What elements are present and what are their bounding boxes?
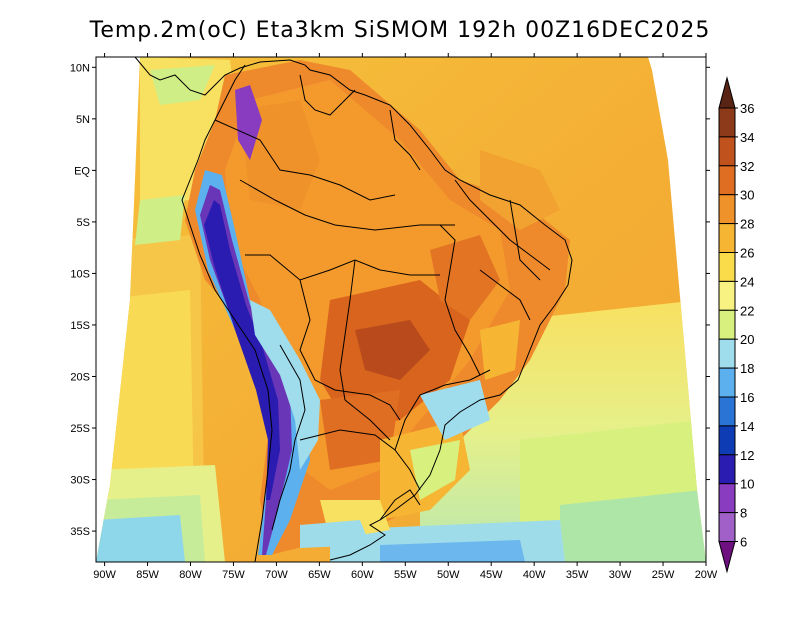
colorbar-label: 10: [740, 477, 754, 492]
colorbar-label: 18: [740, 361, 754, 376]
latitude-axis: 10N 5N EQ 5S 10S 15S 20S 25S 30S 35S: [70, 62, 710, 538]
colorbar-label: 12: [740, 448, 754, 463]
lon-tick-label: 55W: [394, 569, 417, 581]
colorbar-swatch: [718, 396, 736, 427]
lat-tick-label: 5N: [76, 114, 90, 126]
field-layer: [96, 57, 706, 562]
lon-tick-label: 35W: [566, 569, 589, 581]
lon-tick-label: 80W: [179, 569, 202, 581]
lon-tick-label: 30W: [609, 569, 632, 581]
colorbar-swatch: [718, 223, 736, 254]
colorbar-swatch: [718, 512, 736, 542]
lat-tick-label: 10S: [70, 268, 90, 280]
lat-tick-label: 20S: [70, 371, 90, 383]
colorbar-swatch: [718, 483, 736, 514]
colorbar-label: 20: [740, 332, 754, 347]
colorbar-label: 8: [740, 506, 747, 521]
colorbar-label: 36: [740, 101, 754, 116]
lon-tick-label: 40W: [523, 569, 546, 581]
lon-tick-label: 60W: [351, 569, 374, 581]
colorbar-label: 6: [740, 535, 747, 550]
colorbar-label: 14: [740, 419, 754, 434]
colorbar-swatch: [718, 454, 736, 485]
lat-tick-label: 35S: [70, 526, 90, 538]
lat-tick-label: 15S: [70, 320, 90, 332]
colorbar-swatch: [718, 425, 736, 456]
coastline: [134, 56, 573, 563]
colorbar-bottom-arrow: [718, 541, 736, 574]
colorbar-swatch: [718, 136, 736, 167]
colorbar-swatch: [718, 165, 736, 196]
lon-tick-label: 45W: [480, 569, 503, 581]
colorbar-swatch: [718, 107, 736, 138]
colorbar: 36 34 32 30 28 26 24 22 20 18 16 14 12 10 8 6: [718, 76, 754, 574]
colorbar-label: 16: [740, 390, 754, 405]
longitude-axis: 90W 85W 80W 75W 70W 65W 60W 55W 50W 45W 40W 35W 30W 2…: [93, 53, 718, 581]
lat-tick-label: 30S: [70, 475, 90, 487]
colorbar-swatch: [718, 280, 736, 311]
map-title: Temp.2m(oC) Eta3km SiSMOM 192h 00Z16DEC2…: [89, 18, 711, 43]
colorbar-swatch: [718, 367, 736, 398]
colorbar-swatch: [718, 252, 736, 282]
colorbar-swatch: [718, 309, 736, 340]
lat-tick-label: EQ: [74, 165, 90, 177]
colorbar-label: 24: [740, 274, 754, 289]
colorbar-top-arrow: [718, 76, 736, 109]
colorbar-label: 22: [740, 303, 754, 318]
colorbar-swatch: [718, 194, 736, 225]
lon-tick-label: 65W: [308, 569, 331, 581]
lon-tick-label: 50W: [437, 569, 460, 581]
lon-tick-label: 70W: [265, 569, 288, 581]
lat-tick-label: 10N: [70, 62, 90, 74]
lon-tick-label: 20W: [695, 569, 718, 581]
colorbar-label: 26: [740, 246, 754, 261]
colorbar-label: 32: [740, 159, 754, 174]
colorbar-label: 30: [740, 188, 754, 203]
lat-tick-label: 5S: [77, 217, 90, 229]
lon-tick-label: 90W: [93, 569, 116, 581]
map-frame: [95, 56, 707, 563]
colorbar-label: 28: [740, 217, 754, 232]
lon-tick-label: 75W: [222, 569, 245, 581]
colorbar-label: 34: [740, 130, 754, 145]
colorbar-swatch: [718, 338, 736, 369]
lon-tick-label: 25W: [652, 569, 675, 581]
lat-tick-label: 25S: [70, 423, 90, 435]
lon-tick-label: 85W: [136, 569, 159, 581]
